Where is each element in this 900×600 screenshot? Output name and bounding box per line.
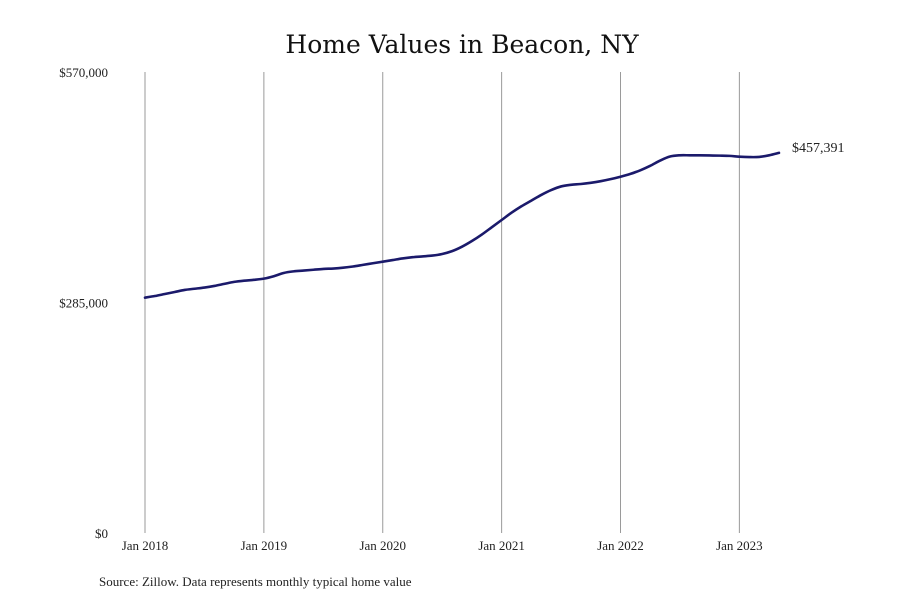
source-note: Source: Zillow. Data represents monthly …: [99, 574, 412, 589]
gridlines: [144, 72, 740, 533]
chart-title: Home Values in Beacon, NY: [285, 30, 639, 59]
x-axis-ticks: Jan 2018 Jan 2019 Jan 2020 Jan 2021 Jan 2022…: [122, 538, 763, 553]
x-tick-label: Jan 2022: [597, 538, 644, 553]
y-tick-label: $570,000: [59, 65, 108, 80]
series-line-home-value: [143, 151, 781, 299]
y-axis-ticks: $0 $285,000 $570,000: [59, 65, 108, 541]
x-tick-label: Jan 2021: [478, 538, 525, 553]
x-tick-label: Jan 2018: [122, 538, 169, 553]
end-value-label: $457,391: [792, 141, 845, 156]
x-tick-label: Jan 2020: [359, 538, 406, 553]
x-tick-label: Jan 2019: [241, 538, 288, 553]
y-tick-label: $285,000: [59, 296, 108, 311]
y-tick-label: $0: [95, 526, 108, 541]
x-tick-label: Jan 2023: [716, 538, 763, 553]
